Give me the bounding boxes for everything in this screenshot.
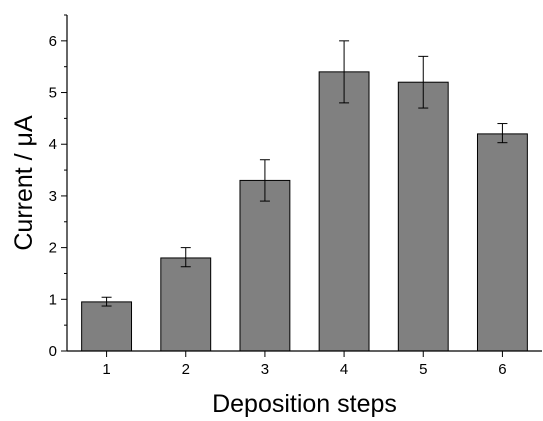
y-tick-label-6: 6 [49,33,57,50]
y-tick-label-1: 1 [49,291,57,308]
bar-4 [318,71,370,352]
x-tick-label-3: 3 [261,361,269,378]
x-tick-label-6: 6 [498,361,506,378]
x-tick-label-4: 4 [340,361,348,378]
bar-5 [397,81,449,352]
y-tick-label-0: 0 [49,343,57,360]
y-tick-label-2: 2 [49,240,57,257]
bar-2 [160,257,212,352]
x-tick-label-1: 1 [102,361,110,378]
error-bars-layer [101,40,508,307]
tick-labels-layer: 0 1 2 3 4 5 6 1 2 3 4 5 6 [49,33,507,378]
x-tick-label-5: 5 [419,361,427,378]
bar-3 [239,179,291,352]
bars-layer [81,71,528,352]
bar-1 [81,301,133,352]
y-axis-title: Current / μA [10,115,38,251]
y-tick-label-5: 5 [49,85,57,102]
x-axis-title: Deposition steps [212,390,397,418]
y-tick-label-3: 3 [49,188,57,205]
x-tick-label-2: 2 [182,361,190,378]
axes-layer [61,14,542,357]
y-tick-label-4: 4 [49,136,57,153]
bar-6 [476,133,528,352]
